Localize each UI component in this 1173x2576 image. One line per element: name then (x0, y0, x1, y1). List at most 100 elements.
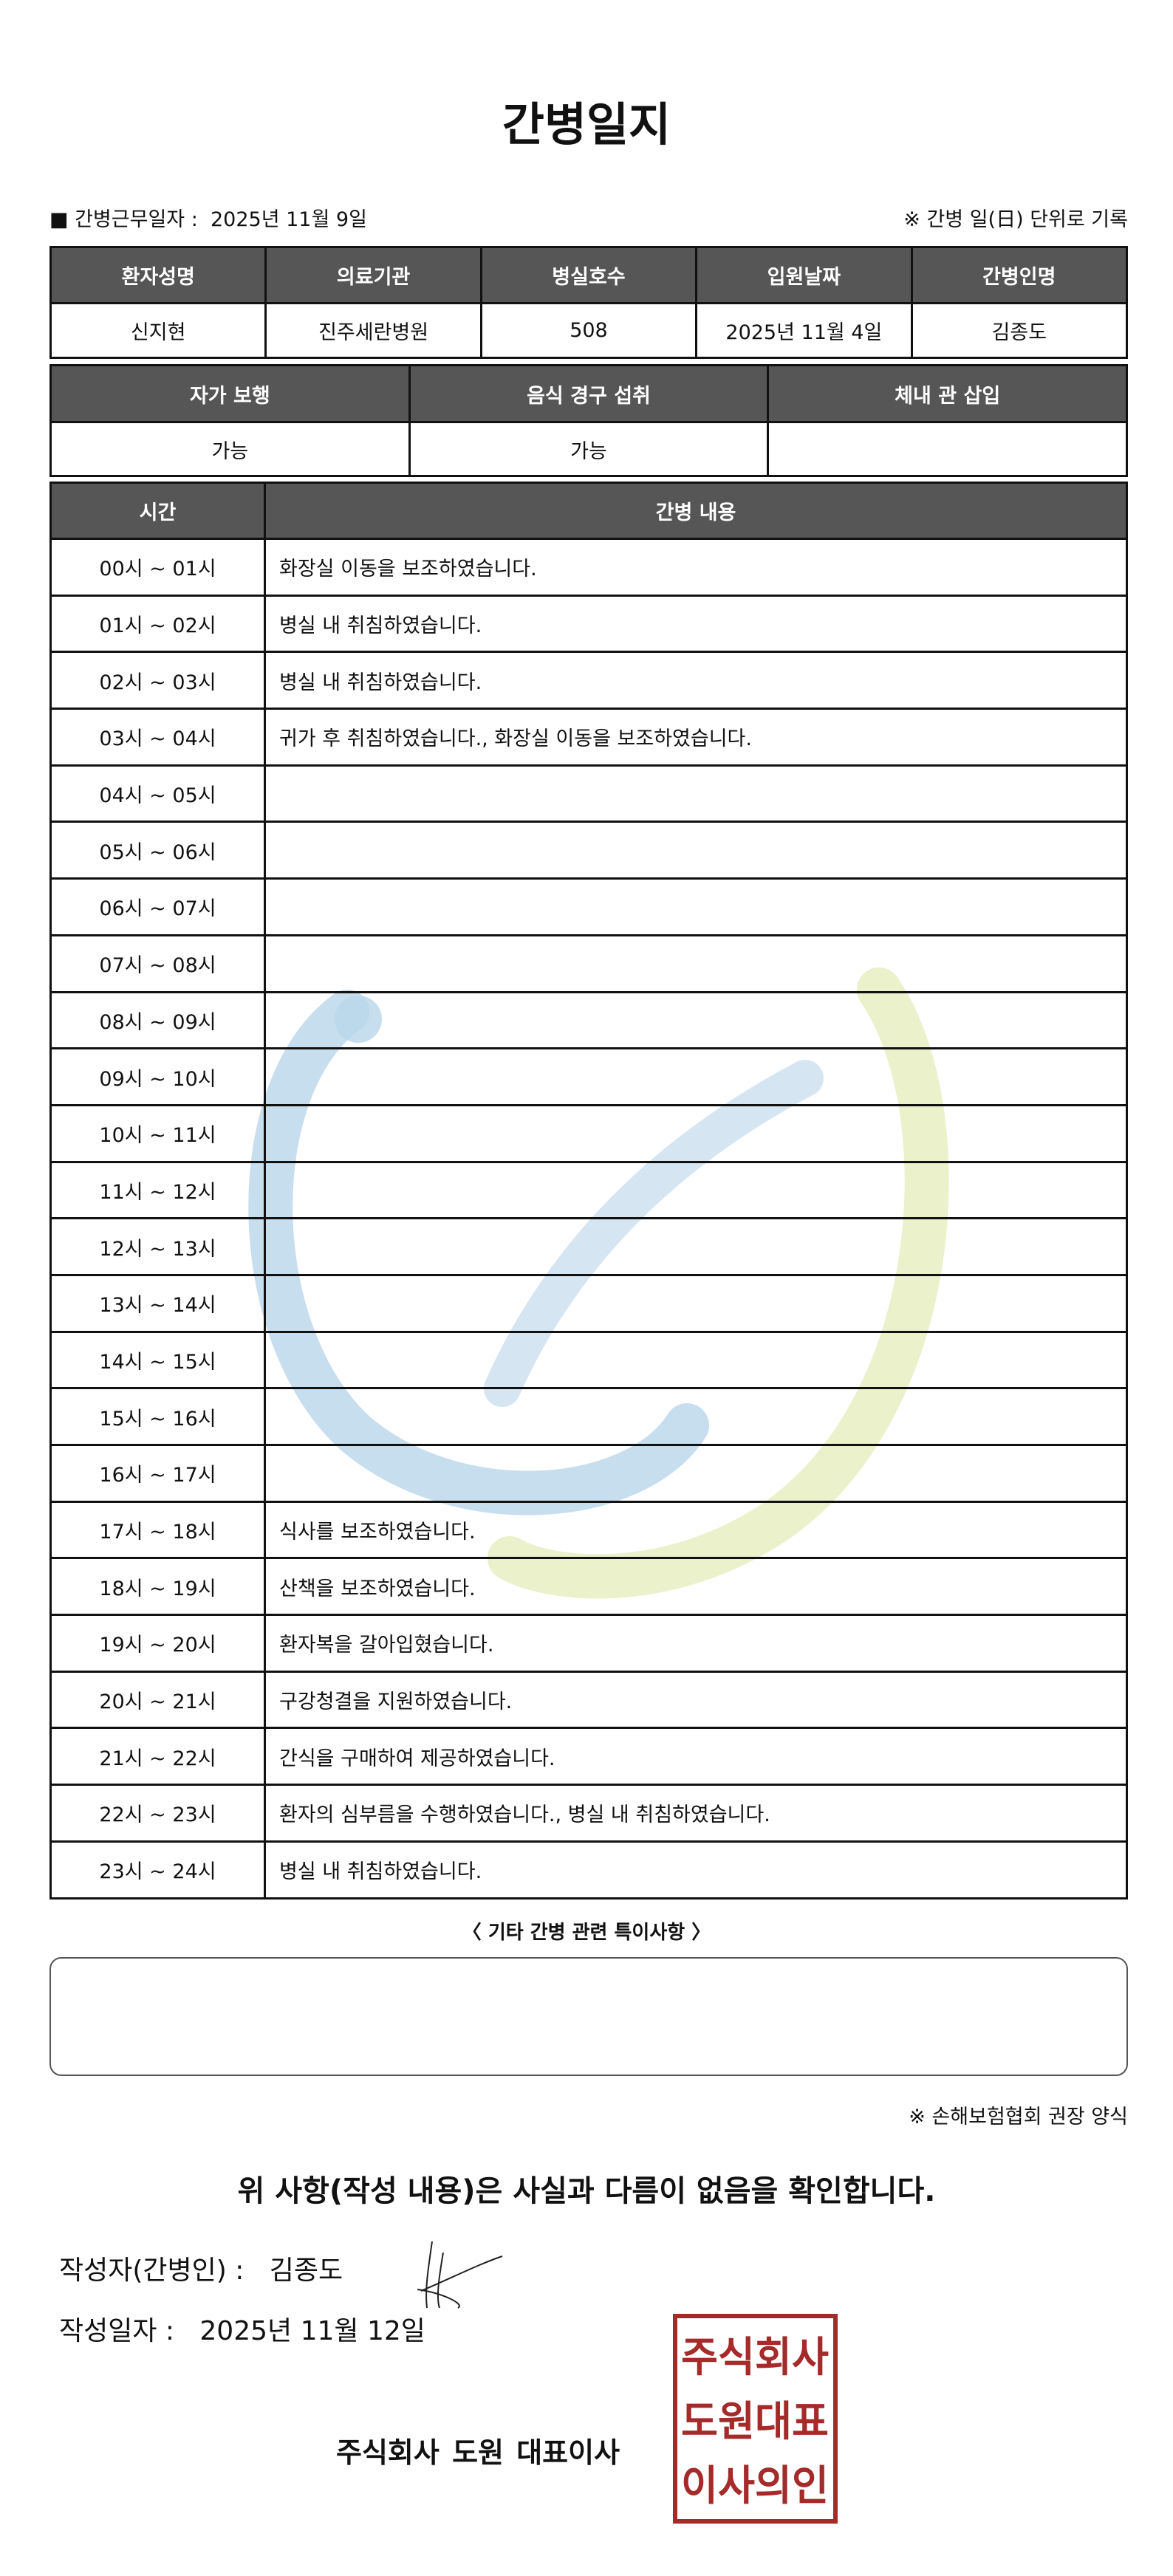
care-content-cell (264, 1387, 1128, 1446)
time-cell: 12시 ~ 13시 (49, 1217, 266, 1276)
care-content-cell: 산책을 보조하였습니다. (264, 1557, 1128, 1617)
oral-intake: 가능 (408, 421, 770, 477)
writer-name: 김종도 (269, 2255, 343, 2286)
time-cell: 15시 ~ 16시 (49, 1387, 266, 1446)
notes-box (49, 1957, 1128, 2076)
care-content-cell: 구강청결을 지원하였습니다. (264, 1670, 1128, 1730)
table-row: 03시 ~ 04시 귀가 후 취침하였습니다., 화장실 이동을 보조하였습니다. (49, 708, 1128, 767)
care-content-cell (264, 1160, 1128, 1220)
patient-info-table: 환자성명 의료기관 병실호수 입원날짜 간병인명 신지현 진주세란병원 508 … (49, 246, 1129, 359)
time-cell: 16시 ~ 17시 (49, 1444, 266, 1503)
caregiver-name: 김종도 (910, 302, 1129, 359)
time-cell: 00시 ~ 01시 (49, 538, 266, 597)
time-cell: 04시 ~ 05시 (49, 764, 266, 823)
time-cell: 11시 ~ 12시 (49, 1160, 266, 1220)
care-content-cell: 병실 내 취침하였습니다. (264, 651, 1128, 710)
table-row: 18시 ~ 19시 산책을 보조하였습니다. (49, 1557, 1128, 1617)
table-row: 15시 ~ 16시 (49, 1387, 1128, 1446)
time-cell: 08시 ~ 09시 (49, 990, 266, 1050)
care-content-cell (264, 1103, 1128, 1163)
care-content-cell: 환자복을 갈아입혔습니다. (264, 1614, 1128, 1673)
notes-title: 〈 기타 간병 관련 특이사항 〉 (462, 1922, 711, 1944)
time-cell: 21시 ~ 22시 (49, 1727, 266, 1787)
time-cell: 23시 ~ 24시 (49, 1840, 266, 1900)
table-row: 12시 ~ 13시 (49, 1217, 1128, 1276)
care-log-table: 시간 간병 내용 00시 ~ 01시 화장실 이동을 보조하였습니다. 01시 ~ … (49, 482, 1128, 1900)
care-content-cell (264, 990, 1128, 1050)
company-representative: 주식회사 도원 대표이사 (336, 2436, 620, 2469)
time-cell: 17시 ~ 18시 (49, 1500, 266, 1560)
time-cell: 02시 ~ 03시 (49, 651, 266, 710)
time-cell: 09시 ~ 10시 (49, 1047, 266, 1106)
record-unit-note: ※ 간병 일(日) 단위로 기록 (903, 208, 1128, 231)
time-cell: 18시 ~ 19시 (49, 1557, 266, 1617)
table-row: 14시 ~ 15시 (49, 1330, 1128, 1390)
work-date-value: 2025년 11월 9일 (210, 208, 367, 231)
header-cell: 체내 관 삽입 (767, 364, 1128, 423)
header-time: 시간 (49, 482, 266, 540)
header-cell: 환자성명 (49, 246, 267, 304)
table-row: 01시 ~ 02시 병실 내 취침하였습니다. (49, 594, 1128, 654)
table-row: 07시 ~ 08시 (49, 934, 1128, 993)
write-date-label: 작성일자 : (59, 2316, 175, 2346)
writer-line: 작성자(간병인) : 김종도 (59, 2249, 343, 2287)
time-cell: 06시 ~ 07시 (49, 877, 266, 936)
time-cell: 22시 ~ 23시 (49, 1784, 266, 1843)
svg-text:도원대표: 도원대표 (681, 2398, 829, 2446)
care-content-cell: 식사를 보조하였습니다. (264, 1500, 1128, 1560)
self-walking: 가능 (49, 421, 411, 477)
table-row: 00시 ~ 01시 화장실 이동을 보조하였습니다. (49, 538, 1128, 597)
care-content-cell (264, 934, 1128, 993)
table-row: 13시 ~ 14시 (49, 1273, 1128, 1333)
hospital: 진주세란병원 (264, 302, 482, 359)
patient-name: 신지현 (49, 302, 267, 359)
time-cell: 01시 ~ 02시 (49, 594, 266, 654)
page-title: 간병일지 (502, 97, 671, 151)
header-cell: 자가 보행 (49, 364, 411, 423)
date-line: 작성일자 : 2025년 11월 12일 (59, 2309, 425, 2348)
table-row: 08시 ~ 09시 (49, 990, 1128, 1050)
header-cell: 의료기관 (264, 246, 482, 304)
header-cell: 간병인명 (910, 246, 1129, 304)
table-row: 09시 ~ 10시 (49, 1047, 1128, 1106)
care-content-cell (264, 764, 1128, 823)
time-cell: 10시 ~ 11시 (49, 1103, 266, 1163)
work-date-label: ■ 간병근무일자 : (49, 208, 198, 231)
admission-date: 2025년 11월 4일 (695, 302, 913, 359)
care-content-cell: 병실 내 취침하였습니다. (264, 1840, 1128, 1900)
care-content-cell: 환자의 심부름을 수행하였습니다., 병실 내 취침하였습니다. (264, 1784, 1128, 1843)
table-row: 22시 ~ 23시 환자의 심부름을 수행하였습니다., 병실 내 취침하였습니다… (49, 1784, 1128, 1843)
table-row: 04시 ~ 05시 (49, 764, 1128, 823)
care-content-cell (264, 821, 1128, 880)
writer-label: 작성자(간병인) : (59, 2255, 244, 2286)
care-content-cell: 귀가 후 취침하였습니다., 화장실 이동을 보조하였습니다. (264, 708, 1128, 767)
work-date: ■ 간병근무일자 : 2025년 11월 9일 (49, 203, 367, 232)
care-content-cell (264, 1273, 1128, 1333)
time-cell: 19시 ~ 20시 (49, 1614, 266, 1673)
care-content-cell: 간식을 구매하여 제공하였습니다. (264, 1727, 1128, 1787)
time-cell: 03시 ~ 04시 (49, 708, 266, 767)
care-content-cell (264, 1217, 1128, 1276)
status-table: 자가 보행 음식 경구 섭취 체내 관 삽입 가능 가능 (49, 364, 1128, 477)
table-row: 16시 ~ 17시 (49, 1444, 1128, 1503)
care-content-cell (264, 877, 1128, 936)
care-content-cell (264, 1444, 1128, 1503)
form-note: ※ 손해보험협회 권장 양식 (909, 2106, 1128, 2128)
header-content: 간병 내용 (264, 482, 1128, 540)
svg-text:이사의인: 이사의인 (681, 2462, 829, 2510)
table-row: 19시 ~ 20시 환자복을 갈아입혔습니다. (49, 1614, 1128, 1673)
confirmation-statement: 위 사항(작성 내용)은 사실과 다름이 없음을 확인합니다. (237, 2174, 936, 2208)
care-content-cell: 화장실 이동을 보조하였습니다. (264, 538, 1128, 597)
care-content-cell (264, 1330, 1128, 1390)
header-cell: 음식 경구 섭취 (408, 364, 770, 423)
table-row: 21시 ~ 22시 간식을 구매하여 제공하였습니다. (49, 1727, 1128, 1787)
time-cell: 05시 ~ 06시 (49, 821, 266, 880)
care-content-cell: 병실 내 취침하였습니다. (264, 594, 1128, 654)
time-cell: 20시 ~ 21시 (49, 1670, 266, 1730)
table-row: 05시 ~ 06시 (49, 821, 1128, 880)
signature-scribble (417, 2241, 503, 2309)
table-row: 06시 ~ 07시 (49, 877, 1128, 936)
room-number: 508 (479, 302, 698, 359)
time-cell: 14시 ~ 15시 (49, 1330, 266, 1390)
table-row: 20시 ~ 21시 구강청결을 지원하였습니다. (49, 1670, 1128, 1730)
